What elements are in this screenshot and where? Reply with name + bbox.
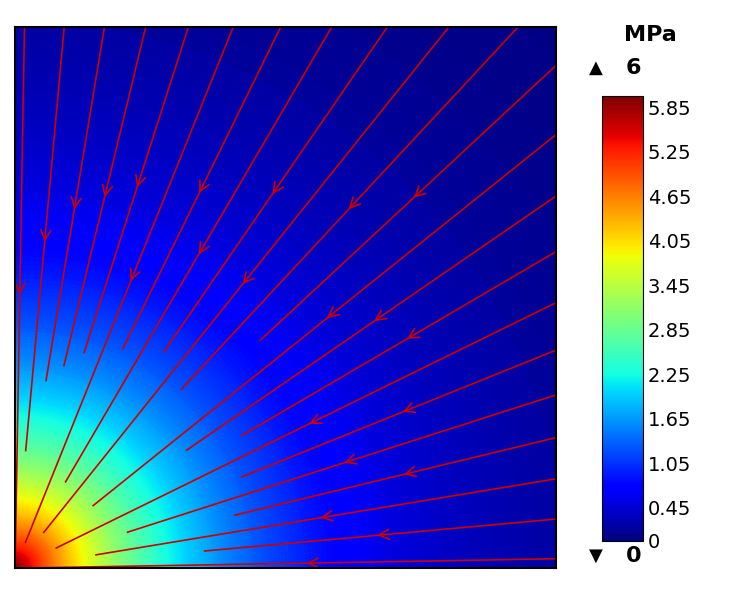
FancyArrowPatch shape <box>131 268 140 279</box>
FancyArrowPatch shape <box>408 329 420 338</box>
FancyArrowPatch shape <box>308 558 319 568</box>
Text: ▼: ▼ <box>590 547 603 565</box>
FancyArrowPatch shape <box>136 175 145 186</box>
Text: 0: 0 <box>626 546 641 566</box>
Text: MPa: MPa <box>624 25 677 45</box>
FancyArrowPatch shape <box>244 272 254 283</box>
FancyArrowPatch shape <box>350 197 360 208</box>
FancyArrowPatch shape <box>102 185 112 195</box>
FancyArrowPatch shape <box>405 467 417 477</box>
FancyArrowPatch shape <box>376 310 387 320</box>
FancyArrowPatch shape <box>311 414 322 423</box>
FancyArrowPatch shape <box>405 403 416 412</box>
Text: ▲: ▲ <box>590 59 603 77</box>
FancyArrowPatch shape <box>200 180 209 192</box>
FancyArrowPatch shape <box>15 283 25 293</box>
Text: 6: 6 <box>626 58 641 78</box>
FancyArrowPatch shape <box>346 454 357 464</box>
FancyArrowPatch shape <box>415 186 426 197</box>
FancyArrowPatch shape <box>274 182 284 193</box>
FancyArrowPatch shape <box>379 529 390 539</box>
FancyArrowPatch shape <box>200 242 209 252</box>
FancyArrowPatch shape <box>71 197 81 207</box>
FancyArrowPatch shape <box>323 511 333 520</box>
FancyArrowPatch shape <box>329 307 339 317</box>
FancyArrowPatch shape <box>41 230 50 240</box>
